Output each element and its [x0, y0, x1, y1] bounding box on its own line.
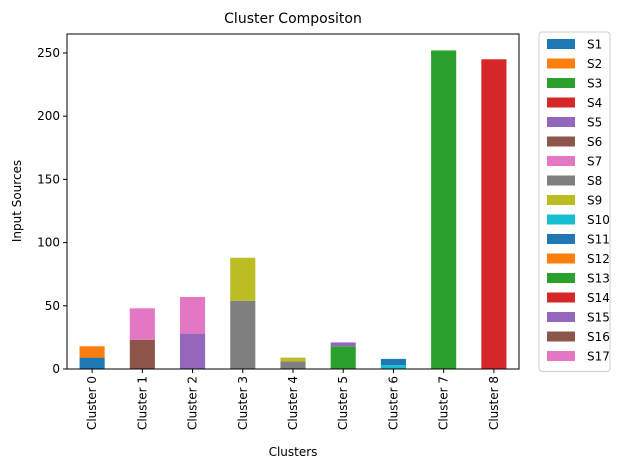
legend-label-s13: S13 [587, 272, 610, 286]
x-ticks: Cluster 0 Cluster 1 Cluster 2 Cluster 3 Clus… [85, 369, 501, 430]
bar-s14-cluster-8 [481, 59, 507, 369]
x-tick-label: Cluster 2 [186, 376, 200, 430]
legend-swatch-s11 [547, 234, 575, 244]
legend-label-s16: S16 [587, 330, 610, 344]
legend-swatch-s10 [547, 214, 575, 225]
y-tick-label: 50 [45, 299, 60, 313]
legend-swatch-s3 [547, 78, 575, 88]
bar-s9-cluster-4 [280, 357, 306, 362]
legend-label-s15: S15 [587, 311, 610, 325]
x-tick-label: Cluster 3 [236, 376, 250, 430]
x-tick-label: Cluster 0 [85, 376, 99, 430]
bar-s10-cluster-6 [380, 365, 406, 369]
bar-s1-cluster-0 [79, 357, 105, 369]
legend-swatch-s14 [547, 292, 575, 303]
bar-s8-cluster-4 [280, 361, 306, 369]
legend-swatch-s4 [547, 97, 575, 108]
legend-label-s8: S8 [587, 174, 602, 188]
legend-label-s12: S12 [587, 252, 610, 266]
legend-label-s11: S11 [587, 233, 610, 247]
bar-s17-cluster-2 [180, 296, 206, 334]
legend-swatch-s1 [547, 39, 575, 49]
bar-s6-cluster-1 [129, 339, 155, 369]
legend-label-s2: S2 [587, 57, 602, 71]
y-axis-label: Input Sources [10, 160, 24, 242]
x-tick-label: Cluster 7 [437, 376, 451, 430]
x-axis-label: Clusters [269, 445, 318, 459]
bar-s13-cluster-7 [431, 50, 457, 370]
bar-s15-cluster-2 [180, 333, 206, 369]
bar-s11-cluster-6 [380, 358, 406, 366]
bar-s9-cluster-3 [230, 257, 256, 301]
x-tick-label: Cluster 8 [487, 376, 501, 430]
legend-swatch-s7 [547, 156, 575, 166]
legend-label-s7: S7 [587, 155, 602, 169]
legend-label-s3: S3 [587, 77, 602, 91]
legend-swatch-s17 [547, 351, 575, 361]
legend-label-s17: S17 [587, 350, 610, 364]
legend-swatch-s13 [547, 273, 575, 283]
x-tick-label: Cluster 6 [386, 376, 400, 430]
bars-layer [79, 50, 507, 370]
legend-label-s9: S9 [587, 194, 602, 208]
y-tick-label: 150 [37, 172, 60, 186]
legend-swatch-s15 [547, 312, 575, 322]
legend-swatch-s9 [547, 195, 575, 205]
legend-label-s4: S4 [587, 96, 602, 110]
bar-s8-cluster-3 [230, 300, 256, 369]
legend: S1 S2 S3 S4 S5 S6 S7 S8 S9 S10 S11 S12 S13 S14 S15 S16 S… [538, 31, 611, 372]
legend-label-s10: S10 [587, 213, 610, 227]
y-tick-label: 100 [37, 236, 60, 250]
y-tick-label: 200 [37, 109, 60, 123]
x-tick-label: Cluster 4 [286, 376, 300, 430]
legend-label-s5: S5 [587, 116, 602, 130]
x-tick-label: Cluster 1 [135, 376, 149, 430]
y-tick-label: 0 [52, 362, 60, 376]
legend-swatch-s8 [547, 175, 575, 186]
bar-s2-cluster-0 [79, 346, 105, 358]
legend-label-s6: S6 [587, 135, 602, 149]
legend-swatch-s2 [547, 58, 575, 69]
legend-label-s1: S1 [587, 38, 602, 52]
y-ticks: 0 50 100 150 200 250 [37, 46, 67, 376]
bar-s13-cluster-5 [330, 346, 356, 369]
y-tick-label: 250 [37, 46, 60, 60]
plot-frame [66, 33, 520, 370]
x-tick-label: Cluster 5 [336, 376, 350, 430]
bar-s7-cluster-1 [129, 308, 155, 340]
legend-swatch-s16 [547, 331, 575, 342]
legend-swatch-s5 [547, 117, 575, 127]
chart-title: Cluster Compositon [224, 11, 362, 27]
legend-label-s14: S14 [587, 291, 610, 305]
bar-s15-cluster-5 [330, 342, 356, 347]
legend-swatch-s12 [547, 253, 575, 264]
legend-swatch-s6 [547, 136, 575, 147]
